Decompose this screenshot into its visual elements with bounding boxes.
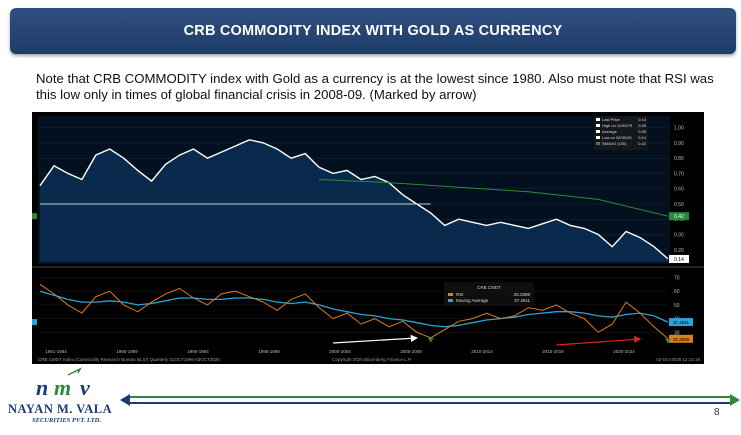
price-legend: Last Price 0.14 High on 11/30/79 0.95 Averag… (594, 116, 648, 150)
price-right-label-bg (669, 254, 689, 263)
company-subtitle: SECURITIES PVT. LTD. (32, 417, 101, 424)
x-tick-label: 2010-2014 (471, 349, 493, 354)
x-tick-label: 2015-2019 (542, 349, 564, 354)
ma-line (39, 290, 669, 328)
x-tick-label: 2020-2024 (613, 349, 635, 354)
note-text: Note that CRB COMMODITY index with Gold … (36, 71, 714, 102)
rsi-right-label: 37.4611 (673, 320, 689, 325)
price-y-tick: 0.50 (674, 202, 684, 208)
rsi-low-marker (427, 337, 434, 343)
price-y-tick: 0.70 (674, 171, 684, 177)
rsi-legend-label: Moving Average (456, 298, 489, 303)
x-tick-label: 1985-1989 (116, 349, 138, 354)
white-arrow (333, 334, 418, 344)
x-tick-label: 1990-1994 (187, 349, 209, 354)
sma-line (319, 179, 669, 217)
rsi-right-label-bg (669, 318, 693, 327)
price-legend-label: Low on 09/30/25 (602, 135, 632, 140)
rsi-y-tick: 70 (674, 275, 680, 281)
svg-text:n: n (36, 375, 48, 400)
price-right-label: 0.42 (674, 214, 684, 220)
price-legend-value: 0.14 (638, 117, 647, 122)
price-legend-value: 0.95 (638, 123, 647, 128)
rsi-y-tick: 30 (674, 330, 680, 336)
slide-title-bar: CRB COMMODITY INDEX WITH GOLD AS CURRENC… (10, 8, 736, 54)
x-tick-label: 1995-1999 (258, 349, 280, 354)
date-stamp: 03-Oct-2025 12:14:19 (656, 357, 700, 362)
rsi-legend-value: 25.2598 (514, 292, 531, 297)
copyright-text: Copyright 2025 Bloomberg Finance L.P. (332, 357, 411, 362)
price-y-tick: 1.00 (674, 126, 684, 132)
price-y-tick: 0.30 (674, 233, 684, 239)
price-y-tick: 0.20 (674, 248, 684, 254)
slide-title: CRB COMMODITY INDEX WITH GOLD AS CURRENC… (183, 23, 563, 39)
rsi-right-label: 25.2598 (673, 337, 690, 342)
rsi-y-tick: 50 (674, 303, 680, 309)
price-y-tick: 0.60 (674, 187, 684, 193)
price-area (40, 139, 668, 262)
x-tick-label: 1981-1984 (45, 349, 67, 354)
svg-text:m: m (54, 375, 71, 400)
rsi-panel (38, 270, 670, 348)
price-right-label: 0.14 (674, 257, 684, 263)
rsi-legend-label: RSI (456, 292, 464, 297)
price-y-tick: 0.80 (674, 156, 684, 162)
price-legend-label: Last Price (602, 117, 621, 122)
company-logo: n m v (36, 367, 90, 400)
x-tick-label: 2000-2004 (329, 349, 351, 354)
price-y-tick: 0.90 (674, 141, 684, 147)
price-legend-value: 0.55 (638, 129, 647, 134)
rsi-line (39, 283, 669, 340)
price-y-tick: 0.40 (674, 217, 684, 223)
page-number: 8 (714, 407, 720, 418)
footer-double-arrow (120, 394, 740, 406)
price-legend-value: 0.14 (638, 135, 647, 140)
rsi-low-marker (665, 338, 671, 344)
bloomberg-chart: 1.00 0.90 0.80 0.70 0.60 0.50 0.40 0.30 0.20 0.4… (32, 112, 704, 364)
price-right-label-bg (669, 212, 689, 221)
company-name: NAYAN M. VALA (8, 402, 113, 416)
source-text: CRB CMDT Index (Commodity Research Burea… (38, 357, 220, 362)
price-legend-value: 0.42 (638, 141, 647, 146)
price-legend-label: Average (602, 129, 618, 134)
rsi-y-tick: 60 (674, 289, 680, 295)
rsi-legend-title: CRB CMDT (477, 285, 501, 290)
svg-text:v: v (80, 375, 90, 400)
price-line (39, 139, 669, 260)
red-arrow (556, 335, 642, 346)
rsi-legend-value: 37.4611 (514, 298, 530, 303)
rsi-right-label-bg (669, 334, 693, 343)
rsi-legend: CRB CMDT RSI 25.2598 Moving Average 37.4611 (444, 282, 534, 306)
price-legend-label: High on 11/30/79 (602, 123, 633, 128)
price-legend-label: SMAVG (100) (602, 141, 627, 146)
x-tick-label: 2005-2009 (400, 349, 422, 354)
chart-svg: 1.00 0.90 0.80 0.70 0.60 0.50 0.40 0.30 0.20 0.4… (32, 116, 704, 362)
